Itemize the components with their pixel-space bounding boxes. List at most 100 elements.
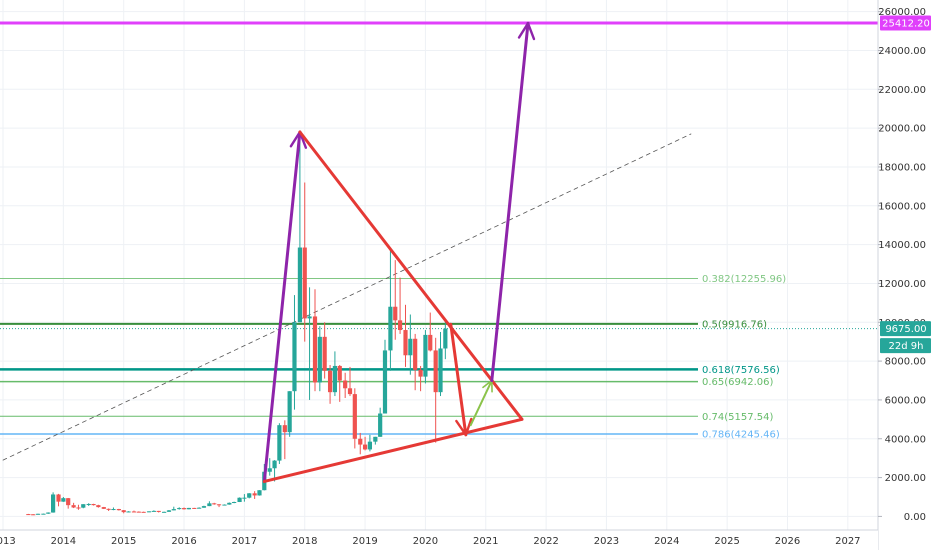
candle-body [171,509,176,511]
candle-body [156,510,161,512]
candle [418,365,423,392]
candle-body [162,511,167,513]
price-tick-label: 0.00 [904,512,926,523]
candle [216,504,222,508]
drawings [262,21,536,483]
candle [171,506,176,511]
candle [307,287,312,400]
time-tick-label: 2014 [51,536,76,547]
candle-body [46,512,51,514]
candle-body [106,508,111,510]
candle [106,508,111,511]
candle [166,510,172,512]
price-tick-label: 4000.00 [885,434,926,445]
time-axis[interactable]: 2013 2014 2015 2016 2017 2018 2019 2020 2021 2022… [0,529,878,550]
candle-body [76,507,81,509]
candle-body [237,497,242,503]
candle [81,504,86,509]
price-tick-label: 26000.00 [878,7,926,18]
candle-body [438,348,443,393]
candle [297,132,303,323]
price-tick-label: 24000.00 [878,46,926,57]
candle [247,493,252,499]
candle-body [317,336,322,383]
candle [91,503,96,506]
candle-body [337,365,342,381]
fib-label: 0.74(5157.54) [702,412,774,423]
time-tick-label: 2026 [775,536,800,547]
candle-body [232,502,237,504]
candle [367,434,373,452]
candle [302,182,307,342]
candle [267,458,272,476]
candle-body [136,511,141,513]
candle [397,277,403,334]
fib-label: 0.618(7576.56) [702,365,780,376]
candle [413,333,418,391]
price-axis-bg [878,0,932,550]
candle-body [141,511,146,513]
price-tick-label: 20000.00 [878,124,926,135]
candle-body [343,380,348,389]
candle-body [197,507,202,509]
candle [56,493,61,507]
candle [222,504,227,506]
candle [438,331,443,397]
price-tags: 25412.20 9675.00 22d 9h [880,15,931,354]
candle [192,507,197,509]
candle-body [56,494,61,502]
candle-body [121,510,126,513]
candle-body [247,493,252,498]
candle-body [181,508,187,510]
price-tick-label: 18000.00 [878,162,926,173]
triangle-upper-line [298,130,524,421]
candle [141,511,146,513]
candle-body [382,350,388,414]
candle-body [413,338,418,370]
candle-body [373,436,378,442]
candle [186,507,191,510]
time-tick-label: 2017 [232,536,257,547]
candle-body [177,508,182,510]
candle [428,312,433,352]
candle [443,321,448,360]
candle [393,260,398,340]
candle [111,507,116,511]
candle [347,366,353,397]
candle [136,511,141,513]
candle [131,510,137,513]
candle-body [307,316,312,319]
candle-body [428,334,433,351]
time-tick-label: 2013 [0,536,16,547]
bounce-arrow [469,379,493,427]
candle [46,512,51,514]
last-price-tag-bg [880,321,931,337]
time-tick-label: 2020 [413,536,438,547]
candle-body [192,507,197,509]
candle-body [267,468,272,472]
candle-body [302,247,307,319]
candle [373,436,378,445]
candle-body [201,506,207,508]
candle-body [287,391,292,433]
price-axis[interactable]: 0.002000.004000.006000.008000.0010000.00… [877,0,932,550]
candle-body [212,503,217,505]
candle-body [277,425,282,461]
grid-layer [0,0,878,530]
candle-body [327,370,333,393]
time-tick-label: 2027 [835,536,860,547]
candle [71,502,76,509]
candle [408,314,413,375]
candle-body [362,444,368,450]
candle [51,492,56,513]
fib-label: 0.65(6942.06) [702,377,774,388]
candle-body [322,336,327,371]
candle [116,508,121,511]
candle-body [96,505,101,508]
candle [332,351,338,397]
price-tick-label: 2000.00 [885,473,926,484]
time-tick-label: 2018 [292,536,317,547]
candle [35,513,41,515]
